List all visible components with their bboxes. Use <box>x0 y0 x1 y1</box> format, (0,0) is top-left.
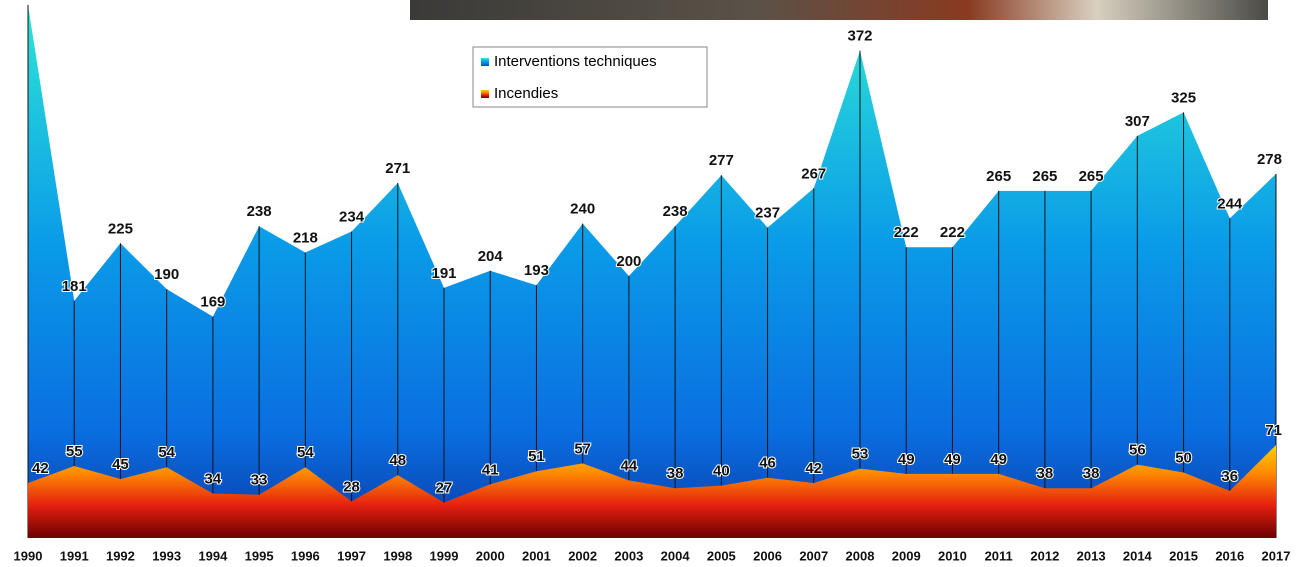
data-label: 372 <box>847 28 872 45</box>
data-label: 42 <box>32 460 49 477</box>
data-label: 49 <box>944 451 961 468</box>
data-label: 244 <box>1217 195 1243 212</box>
data-label: 238 <box>247 203 272 220</box>
data-label: 33 <box>251 472 268 489</box>
x-tick-label: 1998 <box>383 548 412 563</box>
data-label: 325 <box>1171 89 1196 106</box>
data-label: 277 <box>709 152 734 169</box>
data-label: 49 <box>898 451 915 468</box>
x-tick-label: 2004 <box>661 548 691 563</box>
data-label: 265 <box>1079 168 1104 185</box>
data-label: 234 <box>339 208 365 225</box>
data-label: 50 <box>1175 449 1192 466</box>
data-label: 57 <box>574 440 591 457</box>
data-label: 38 <box>667 465 684 482</box>
legend-swatch <box>481 58 489 66</box>
data-label: 169 <box>200 294 225 311</box>
data-label: 51 <box>528 448 545 465</box>
legend-label: Incendies <box>494 85 558 102</box>
legend-box <box>472 46 708 108</box>
data-label: 48 <box>389 452 406 469</box>
data-label: 181 <box>62 278 87 295</box>
data-label: 49 <box>990 451 1007 468</box>
data-label: 191 <box>431 265 456 282</box>
data-label: 237 <box>755 205 780 222</box>
x-tick-label: 2014 <box>1123 548 1153 563</box>
legend-label: Interventions techniques <box>494 53 657 70</box>
x-tick-label: 2012 <box>1030 548 1059 563</box>
x-tick-label: 1996 <box>291 548 320 563</box>
data-label: 55 <box>66 443 83 460</box>
x-tick-label: 2011 <box>985 548 1013 563</box>
data-label: 238 <box>663 203 688 220</box>
data-label: 204 <box>478 248 504 265</box>
area <box>28 445 1276 538</box>
data-label: 307 <box>1125 113 1150 130</box>
x-tick-label: 2015 <box>1169 548 1198 563</box>
x-tick-label: 2007 <box>799 548 828 563</box>
data-label: 38 <box>1037 465 1054 482</box>
data-label: 265 <box>1032 168 1057 185</box>
legend: Interventions techniques Incendies <box>472 46 708 108</box>
x-tick-label: 1992 <box>106 548 135 563</box>
data-label: 271 <box>385 160 410 177</box>
area <box>28 4 1276 539</box>
x-tick-label: 1994 <box>198 548 228 563</box>
x-tick-label: 1995 <box>245 548 274 563</box>
data-label: 225 <box>108 220 133 237</box>
data-label: 46 <box>759 455 776 472</box>
data-label: 200 <box>616 253 641 270</box>
x-tick-label: 2008 <box>846 548 875 563</box>
data-label: 38 <box>1083 465 1100 482</box>
x-tick-label: 2005 <box>707 548 736 563</box>
x-tick-label: 2016 <box>1215 548 1244 563</box>
data-label: 36 <box>1221 468 1238 485</box>
plot: 4071812251901692382182342711912041932402… <box>14 4 1291 563</box>
data-label: 41 <box>482 461 499 478</box>
x-tick-label: 2003 <box>614 548 643 563</box>
data-label: 53 <box>852 446 869 463</box>
x-tick-label: 1997 <box>337 548 366 563</box>
x-tick-label: 1990 <box>14 548 43 563</box>
data-label: 40 <box>713 463 730 480</box>
data-label: 45 <box>112 456 129 473</box>
data-label: 222 <box>894 224 919 241</box>
data-label: 278 <box>1257 151 1282 168</box>
data-label: 71 <box>1265 422 1282 439</box>
data-label: 34 <box>205 470 222 487</box>
data-label: 267 <box>801 165 826 182</box>
x-tick-label: 2010 <box>938 548 967 563</box>
data-label: 56 <box>1129 442 1146 459</box>
x-tick-label: 2009 <box>892 548 921 563</box>
data-label: 27 <box>436 480 453 497</box>
x-tick-label: 1991 <box>60 548 89 563</box>
data-label: 218 <box>293 229 318 246</box>
x-tick-label: 2000 <box>476 548 505 563</box>
x-tick-label: 2013 <box>1077 548 1106 563</box>
x-tick-label: 2001 <box>522 548 551 563</box>
data-label: 42 <box>805 460 822 477</box>
x-tick-label: 2002 <box>568 548 597 563</box>
x-tick-label: 1999 <box>430 548 459 563</box>
legend-swatch <box>481 90 489 98</box>
data-label: 54 <box>297 444 314 461</box>
x-tick-label: 1993 <box>152 548 181 563</box>
x-tick-label: 2017 <box>1262 548 1291 563</box>
data-label: 265 <box>986 168 1011 185</box>
data-label: 28 <box>343 478 360 495</box>
x-tick-label: 2006 <box>753 548 782 563</box>
data-label: 240 <box>570 201 595 218</box>
photo-strip <box>410 0 1268 20</box>
data-label: 193 <box>524 262 549 279</box>
data-label: 190 <box>154 266 179 283</box>
data-label: 54 <box>158 444 175 461</box>
data-label: 44 <box>621 457 638 474</box>
data-label: 222 <box>940 224 965 241</box>
